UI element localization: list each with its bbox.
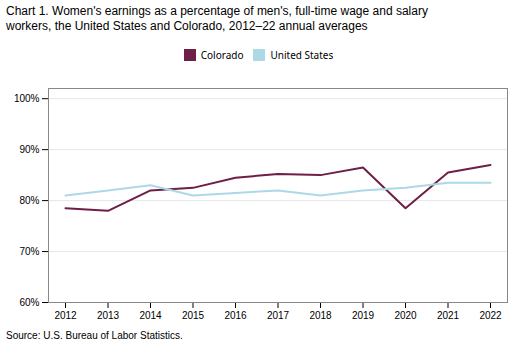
svg-text:2018: 2018 (309, 310, 332, 321)
svg-text:2016: 2016 (224, 310, 247, 321)
svg-text:60%: 60% (19, 297, 39, 308)
html-text:Source: U.S. Bureau of Labor S: Source: U.S. Bureau of Labor Statistics. (6, 330, 183, 341)
svg-text:2014: 2014 (139, 310, 162, 321)
svg-text:70%: 70% (19, 246, 39, 257)
svg-text:80%: 80% (19, 195, 39, 206)
html-text:Colorado: Colorado (200, 47, 244, 62)
svg-text:2021: 2021 (437, 310, 460, 321)
svg-text:2020: 2020 (394, 310, 417, 321)
svg-text:90%: 90% (19, 144, 39, 155)
svg-text:2022: 2022 (479, 310, 502, 321)
svg-text:2019: 2019 (352, 310, 375, 321)
svg-text:100%: 100% (14, 93, 40, 104)
html-text:Chart 1. Women's earnings as a: Chart 1. Women's earnings as a percentag… (6, 4, 428, 33)
svg-text:2012: 2012 (54, 310, 77, 321)
svg-text:2015: 2015 (182, 310, 205, 321)
svg-text:2017: 2017 (267, 310, 290, 321)
svg-text:2013: 2013 (97, 310, 120, 321)
html-text:United States: United States (270, 47, 334, 62)
